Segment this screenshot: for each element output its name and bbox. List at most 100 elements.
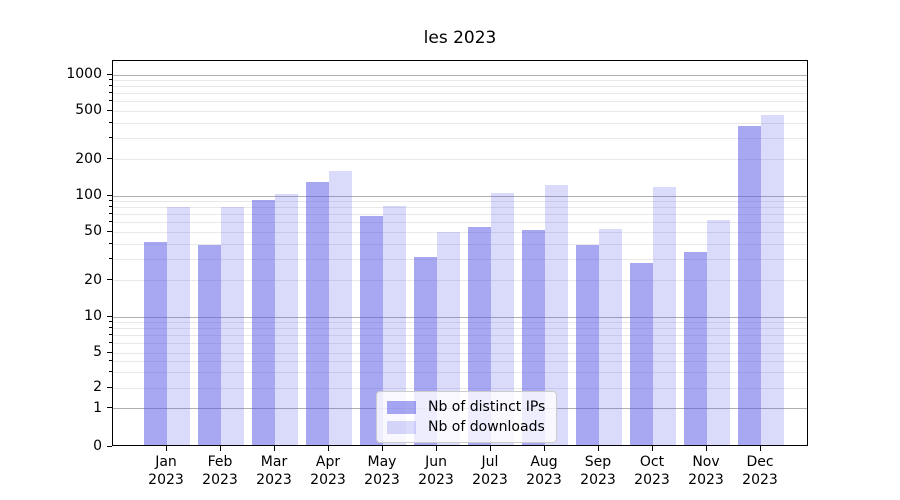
bar-distinct-ips-Jan-2023 bbox=[144, 242, 167, 445]
x-tick-label-Oct-2023: Oct 2023 bbox=[634, 454, 670, 488]
y-tick-mark-minor bbox=[109, 342, 112, 344]
bar-downloads-May-2023 bbox=[383, 205, 406, 445]
y-tick-label-10: 10 bbox=[84, 308, 102, 324]
gridline-minor bbox=[113, 80, 807, 82]
chart-title: les 2023 bbox=[423, 28, 497, 48]
bar-downloads-Jul-2023 bbox=[491, 192, 514, 445]
gridline-minor bbox=[113, 243, 807, 245]
legend-item-distinct-ips: Nb of distinct IPs bbox=[387, 399, 545, 415]
bar-distinct-ips-Feb-2023 bbox=[198, 244, 221, 445]
y-tick-mark-minor bbox=[109, 200, 112, 202]
x-tick-label-Jun-2023: Jun 2023 bbox=[418, 454, 454, 488]
legend-label-distinct-ips: Nb of distinct IPs bbox=[428, 399, 546, 415]
x-tick-label-Nov-2023: Nov 2023 bbox=[688, 454, 724, 488]
y-tick-mark-minor bbox=[109, 334, 112, 336]
y-tick-mark bbox=[107, 407, 112, 408]
bar-downloads-Dec-2023 bbox=[761, 114, 784, 445]
x-tick-label-Jan-2023: Jan 2023 bbox=[148, 454, 184, 488]
gridline-minor bbox=[113, 86, 807, 88]
y-tick-mark-minor bbox=[109, 100, 112, 102]
y-tick-label-2: 2 bbox=[93, 379, 102, 395]
y-tick-mark bbox=[107, 109, 112, 111]
y-tick-mark-minor bbox=[109, 327, 112, 329]
gridline-major bbox=[113, 74, 807, 76]
y-tick-mark bbox=[107, 445, 112, 447]
y-tick-mark-minor bbox=[109, 257, 112, 259]
y-tick-mark bbox=[107, 73, 112, 75]
y-tick-label-50: 50 bbox=[84, 223, 102, 240]
x-tick-mark-Nov bbox=[705, 446, 707, 451]
gridline-minor bbox=[113, 93, 807, 95]
plot-area: Nb of distinct IPs Nb of downloads bbox=[112, 60, 808, 446]
bar-distinct-ips-Jul-2023 bbox=[468, 227, 491, 445]
y-tick-mark-minor bbox=[109, 136, 112, 138]
gridline-minor bbox=[113, 352, 807, 354]
legend-swatch-downloads bbox=[387, 420, 416, 434]
y-tick-mark-minor bbox=[109, 321, 112, 323]
x-tick-label-Sep-2023: Sep 2023 bbox=[580, 454, 616, 488]
bar-downloads-Sep-2023 bbox=[599, 229, 622, 445]
gridline-minor bbox=[113, 214, 807, 216]
x-tick-label-Feb-2023: Feb 2023 bbox=[202, 454, 238, 488]
gridline-minor bbox=[113, 231, 807, 233]
gridline-minor bbox=[113, 137, 807, 139]
bar-distinct-ips-Mar-2023 bbox=[252, 199, 275, 445]
legend-swatch-distinct-ips bbox=[387, 400, 416, 414]
y-tick-mark bbox=[107, 315, 112, 317]
bar-distinct-ips-Sep-2023 bbox=[576, 244, 599, 445]
legend-label-downloads: Nb of downloads bbox=[428, 419, 545, 435]
y-tick-mark-minor bbox=[109, 359, 112, 361]
x-tick-mark-Aug bbox=[543, 446, 545, 451]
bar-downloads-Oct-2023 bbox=[653, 187, 676, 445]
y-tick-label-0: 0 bbox=[93, 438, 102, 454]
gridline-minor bbox=[113, 207, 807, 209]
gridline-minor bbox=[113, 159, 807, 161]
x-tick-mark-Jun bbox=[435, 446, 437, 451]
y-tick-label-1000: 1000 bbox=[66, 66, 102, 82]
bar-downloads-Mar-2023 bbox=[275, 194, 298, 445]
y-tick-mark bbox=[107, 351, 112, 353]
y-tick-mark-minor bbox=[109, 85, 112, 87]
x-tick-mark-Mar bbox=[273, 446, 275, 451]
gridline-minor bbox=[113, 387, 807, 389]
bar-distinct-ips-Oct-2023 bbox=[630, 262, 653, 445]
gridline-minor bbox=[113, 371, 807, 373]
bar-downloads-Nov-2023 bbox=[707, 219, 730, 445]
bar-distinct-ips-May-2023 bbox=[360, 215, 383, 445]
x-tick-mark-Sep bbox=[597, 446, 599, 451]
y-tick-mark bbox=[107, 386, 112, 388]
y-tick-label-5: 5 bbox=[93, 344, 102, 361]
y-tick-mark bbox=[107, 230, 112, 232]
gridline-minor bbox=[113, 258, 807, 260]
x-tick-mark-Jul bbox=[489, 446, 491, 451]
y-tick-label-20: 20 bbox=[84, 271, 102, 288]
bar-downloads-Apr-2023 bbox=[329, 170, 352, 445]
gridline-minor bbox=[113, 343, 807, 345]
y-tick-mark bbox=[107, 194, 112, 196]
bar-distinct-ips-Dec-2023 bbox=[738, 125, 761, 445]
x-tick-mark-Apr bbox=[327, 446, 329, 451]
gridline-minor bbox=[113, 222, 807, 224]
gridline-minor bbox=[113, 328, 807, 330]
x-tick-label-May-2023: May 2023 bbox=[364, 454, 400, 488]
gridline-minor bbox=[113, 335, 807, 337]
legend-item-downloads: Nb of downloads bbox=[387, 419, 545, 435]
y-tick-mark-minor bbox=[109, 242, 112, 244]
x-tick-label-Jul-2023: Jul 2023 bbox=[472, 454, 508, 488]
y-tick-label-100: 100 bbox=[75, 187, 102, 203]
y-tick-label-200: 200 bbox=[75, 150, 102, 167]
bar-downloads-Aug-2023 bbox=[545, 184, 568, 445]
bar-downloads-Feb-2023 bbox=[221, 207, 244, 445]
gridline-major bbox=[113, 316, 807, 318]
gridline-minor bbox=[113, 280, 807, 282]
gridline-minor bbox=[113, 122, 807, 124]
x-tick-label-Dec-2023: Dec 2023 bbox=[742, 454, 778, 488]
bar-downloads-Jan-2023 bbox=[167, 207, 190, 445]
y-tick-mark-minor bbox=[109, 121, 112, 123]
y-tick-label-500: 500 bbox=[75, 102, 102, 119]
y-tick-mark-minor bbox=[109, 206, 112, 208]
y-tick-mark bbox=[107, 279, 112, 281]
gridline-minor bbox=[113, 110, 807, 112]
x-tick-label-Apr-2023: Apr 2023 bbox=[310, 454, 346, 488]
